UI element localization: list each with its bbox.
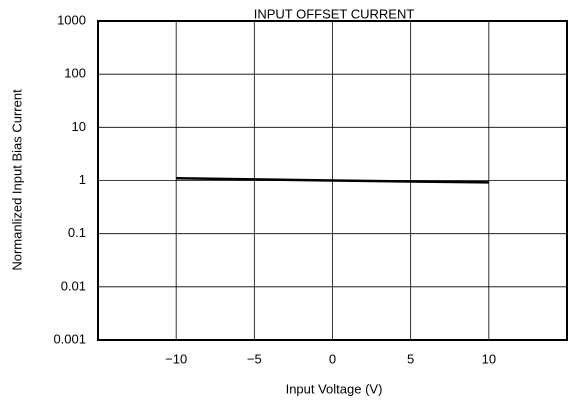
y-tick-label: 0.001 (53, 331, 86, 346)
y-tick-label: 0.01 (61, 278, 86, 293)
y-tick-label: 0.1 (68, 225, 86, 240)
y-tick-label: 1000 (57, 12, 86, 27)
x-tick-label: −10 (165, 351, 187, 366)
y-tick-label: 10 (72, 119, 86, 134)
y-axis-label: Normanlized Input Bias Current (9, 89, 24, 271)
y-tick-label: 1 (79, 172, 86, 187)
y-tick-label: 100 (64, 66, 86, 81)
x-tick-label: 0 (329, 351, 336, 366)
plot-frame (97, 20, 568, 341)
x-tick-label: 5 (407, 351, 414, 366)
x-tick-label: 10 (482, 351, 496, 366)
x-tick-label: −5 (247, 351, 262, 366)
x-axis-label: Input Voltage (V) (286, 381, 383, 396)
data-line (176, 177, 489, 184)
chart-title: INPUT OFFSET CURRENT (254, 6, 415, 21)
